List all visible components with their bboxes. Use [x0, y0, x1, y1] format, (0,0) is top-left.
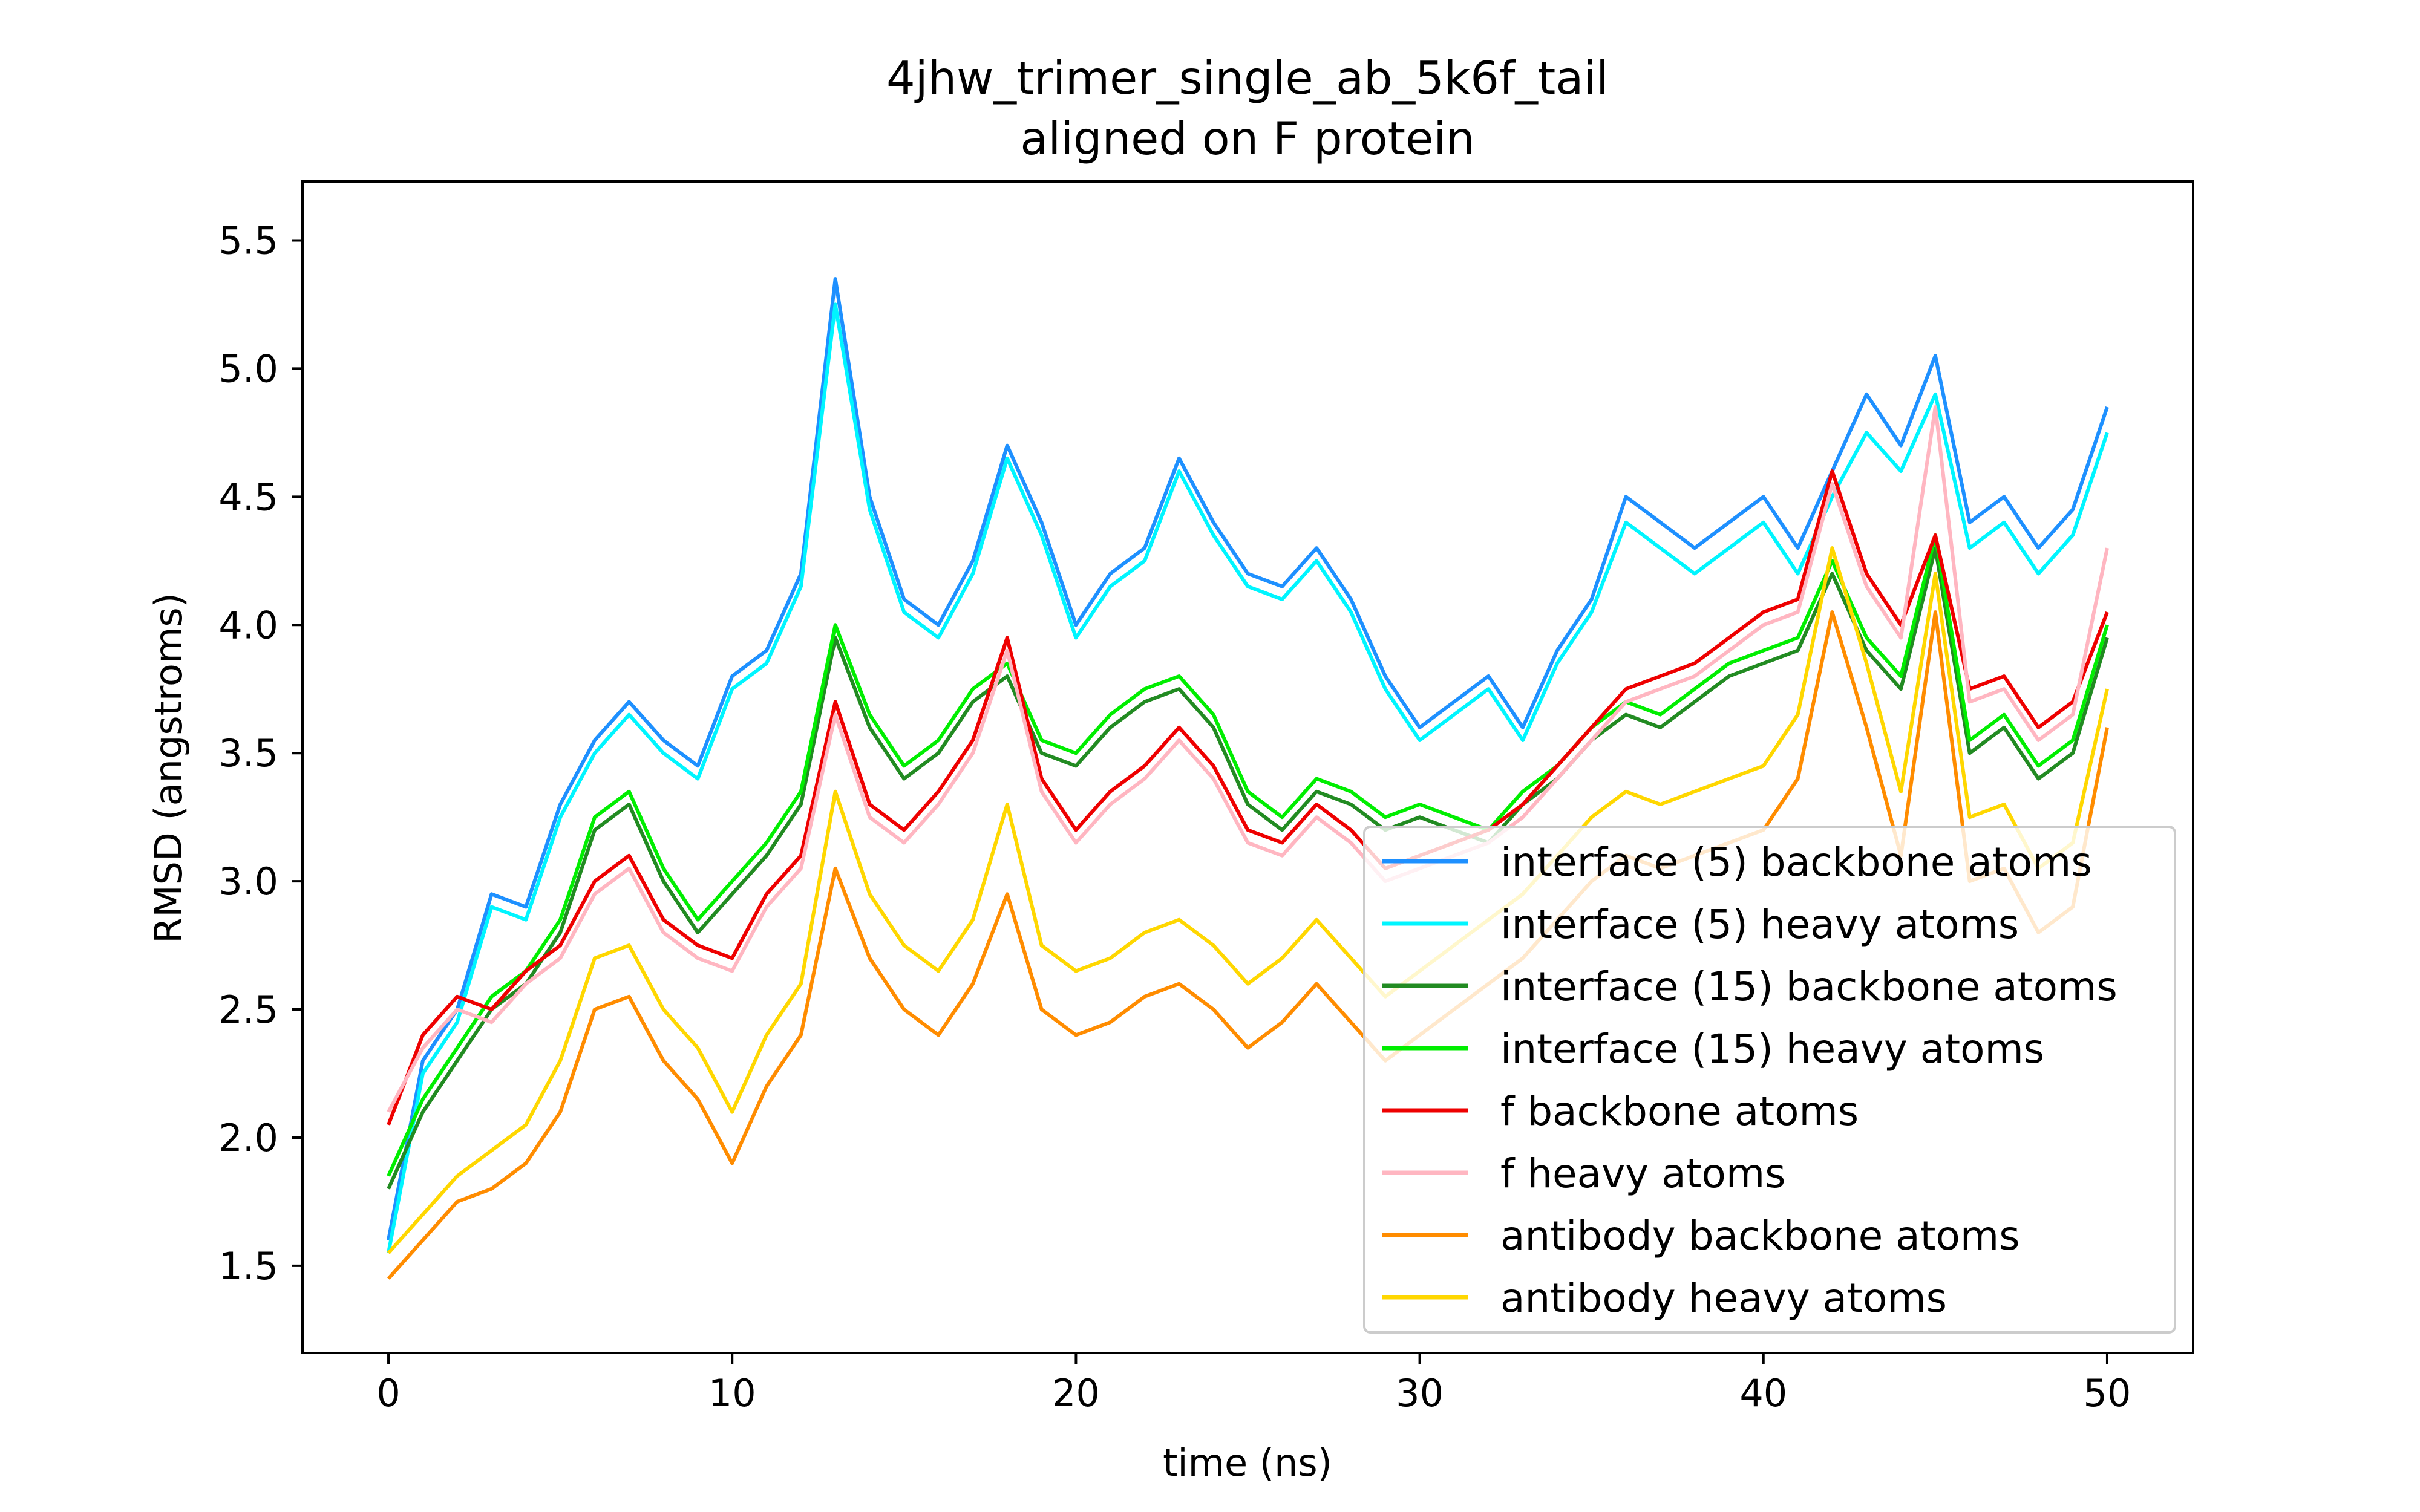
legend-label-3: interface (15) backbone atoms [1500, 963, 2118, 1010]
series-line-8 [387, 546, 2109, 1254]
legend-label-1: interface (5) backbone atoms [1500, 839, 2092, 885]
series-line-6 [387, 405, 2109, 1113]
y-axis-ticks: 1.5 2.0 2.5 3.0 3.5 4.0 4.5 5.0 5.5 [218, 218, 302, 1288]
x-tick-label: 50 [2084, 1371, 2131, 1415]
x-tick-label: 10 [708, 1371, 756, 1415]
y-tick-label: 4.0 [218, 603, 278, 647]
series-line-5 [387, 469, 2109, 1126]
y-tick-label: 2.0 [218, 1116, 278, 1160]
y-axis-label: RMSD (angstroms) [146, 593, 191, 943]
y-tick-label: 5.0 [218, 347, 278, 391]
x-tick-label: 20 [1052, 1371, 1100, 1415]
legend-label-2: interface (5) heavy atoms [1500, 901, 2019, 948]
y-tick-label: 1.5 [218, 1244, 278, 1288]
plot-area-frame [301, 180, 2194, 1354]
x-axis-ticks: 0 10 20 30 40 50 [376, 1353, 2131, 1415]
x-tick-label: 40 [1739, 1371, 1787, 1415]
chart-subtitle: aligned on F protein [1020, 112, 1474, 165]
legend-label-8: antibody heavy atoms [1500, 1275, 1947, 1321]
legend-label-7: antibody backbone atoms [1500, 1213, 2020, 1259]
legend-label-4: interface (15) heavy atoms [1500, 1026, 2044, 1072]
chart-title-group: 4jhw_trimer_single_ab_5k6f_tail aligned … [886, 51, 1609, 165]
y-tick-label: 4.5 [218, 475, 278, 519]
series-line-4 [387, 533, 2109, 1177]
y-tick-label: 2.5 [218, 988, 278, 1032]
series-lines [387, 277, 2109, 1280]
legend-label-6: f heavy atoms [1500, 1150, 1786, 1197]
x-tick-label: 30 [1396, 1371, 1444, 1415]
legend-box [1363, 826, 2176, 1334]
legend-label-5: f backbone atoms [1500, 1088, 1859, 1135]
y-tick-label: 3.5 [218, 731, 278, 775]
x-tick-label: 0 [376, 1371, 400, 1415]
legend: interface (5) backbone atoms interface (5… [1363, 826, 2176, 1334]
series-line-1 [387, 277, 2109, 1241]
y-tick-label: 3.0 [218, 859, 278, 904]
x-axis-label: time (ns) [1163, 1441, 1332, 1485]
y-tick-label: 5.5 [218, 218, 278, 262]
chart-title: 4jhw_trimer_single_ab_5k6f_tail [886, 51, 1609, 105]
series-line-7 [387, 610, 2109, 1280]
